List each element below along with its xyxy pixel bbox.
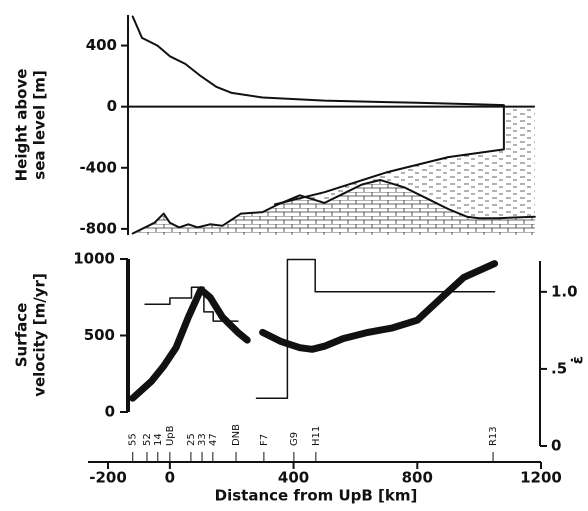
bedrock-fill [132, 180, 535, 235]
x-tick-label: -200 [89, 469, 127, 487]
y-label: velocity [m/yr] [31, 273, 49, 397]
station-label: 25 [186, 433, 197, 446]
x-tick-label: 0 [165, 469, 175, 487]
y-tick-label: 0 [107, 97, 117, 115]
profile-line [274, 148, 505, 206]
y-label: sea level [m] [31, 70, 49, 179]
station-label: F7 [259, 434, 270, 446]
y-tick-label: -800 [79, 219, 117, 237]
station-label: H11 [311, 426, 322, 446]
ocean-fill [275, 106, 535, 219]
y2-tick-label: 1.0 [551, 282, 578, 300]
y-tick-label: 1000 [73, 250, 115, 268]
y-tick-label: -400 [79, 158, 117, 176]
profile-line [131, 15, 505, 107]
ratio-line [144, 258, 496, 399]
y-tick-label: 500 [84, 326, 115, 344]
y-tick-label: 400 [86, 36, 117, 54]
y2-label: ε̇ [569, 356, 587, 364]
y-label: Height above [13, 69, 31, 182]
station-label: G9 [289, 432, 300, 446]
profile-line [131, 179, 536, 235]
station-label: DNB [231, 424, 242, 446]
station-label: 14 [153, 433, 164, 446]
station-label: R13 [488, 426, 499, 446]
station-label: 33 [197, 433, 208, 446]
y-label: Surface [13, 303, 31, 368]
y-tick-label: 0 [105, 403, 115, 421]
velocity-line [129, 260, 499, 402]
x-tick-label: 1200 [520, 469, 562, 487]
x-label: Distance from UpB [km] [215, 487, 418, 505]
station-label: 52 [142, 433, 153, 446]
x-tick-label: 800 [402, 469, 433, 487]
y2-tick-label: 0 [551, 437, 561, 455]
station-label: 55 [128, 433, 139, 446]
station-label: 47 [208, 433, 219, 446]
y2-tick-label: .5 [551, 359, 567, 377]
station-label: UpB [165, 425, 176, 446]
x-tick-label: 400 [278, 469, 309, 487]
